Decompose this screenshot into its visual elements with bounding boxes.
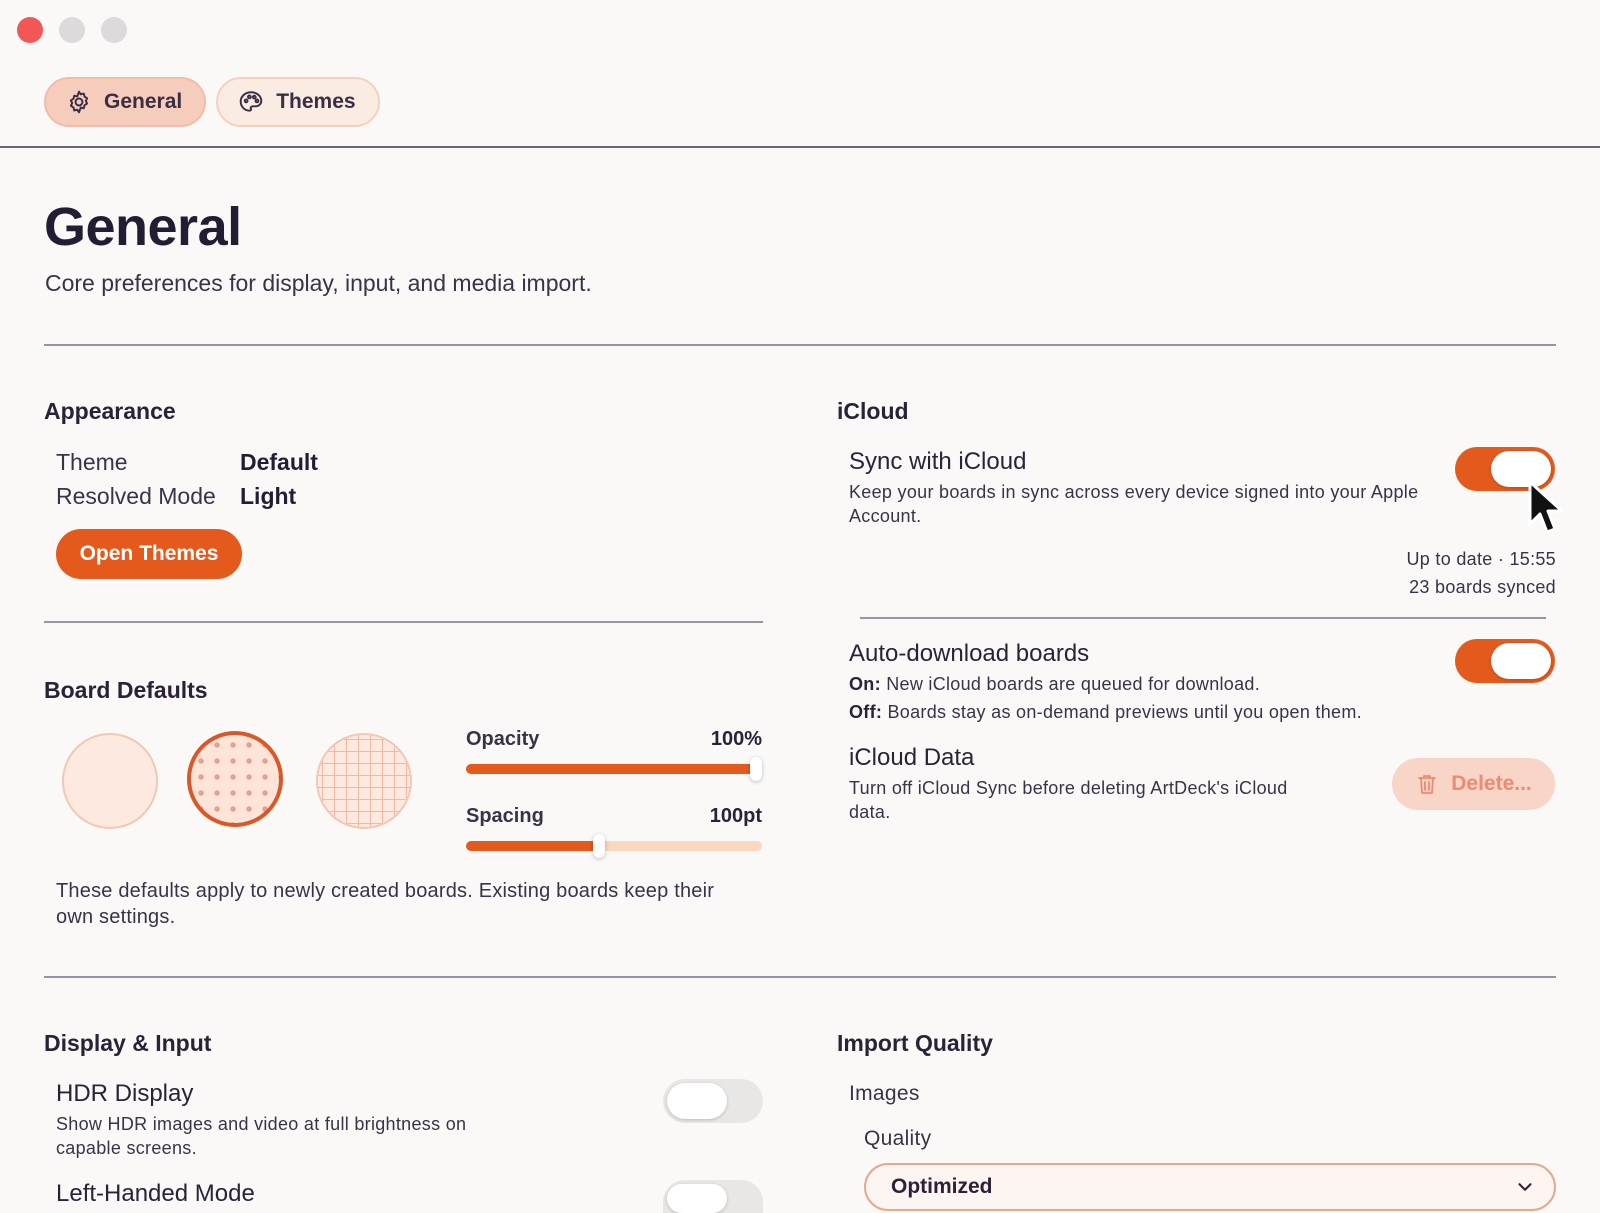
spacing-label: Spacing (466, 805, 544, 827)
theme-label: Theme (56, 449, 128, 475)
page-title: General (44, 197, 242, 257)
pattern-plain-option[interactable] (62, 733, 158, 829)
trash-icon (1418, 775, 1437, 794)
icloud-divider (860, 617, 1546, 619)
hdr-display-description: Show HDR images and video at full bright… (56, 1114, 467, 1158)
auto-download-off-description: Off: Boards stay as on-demand previews u… (849, 700, 1362, 724)
auto-download-title: Auto-download boards (849, 640, 1090, 667)
auto-download-on-description: On: New iCloud boards are queued for dow… (849, 672, 1260, 696)
section-divider (44, 976, 1556, 978)
display-input-section-title: Display & Input (44, 1030, 212, 1056)
open-themes-button[interactable]: Open Themes (56, 529, 242, 579)
hdr-display-toggle[interactable] (663, 1079, 763, 1123)
spacing-slider[interactable] (466, 834, 762, 858)
pattern-dots-option[interactable] (187, 731, 283, 827)
tab-themes[interactable]: Themes (216, 77, 380, 127)
opacity-slider-fill (466, 764, 762, 774)
images-label: Images (849, 1082, 920, 1105)
appearance-section-title: Appearance (44, 398, 176, 424)
board-defaults-section-title: Board Defaults (44, 677, 208, 703)
spacing-value: 100pt (709, 805, 762, 827)
auto-download-on-label: On: (849, 674, 881, 694)
toggle-knob (667, 1083, 727, 1119)
toggle-knob (667, 1184, 727, 1213)
theme-value: Default (240, 449, 318, 475)
delete-label: Delete... (1451, 772, 1532, 795)
opacity-label: Opacity (466, 728, 540, 750)
sync-status: Up to date · 15:55 23 boards synced (1300, 545, 1556, 601)
spacing-slider-thumb[interactable] (593, 834, 605, 858)
auto-download-off-label: Off: (849, 702, 883, 722)
hdr-display-title: HDR Display (56, 1080, 194, 1107)
spacing-slider-fill (466, 841, 599, 851)
chevron-down-icon (1518, 1183, 1532, 1191)
auto-download-on-text: New iCloud boards are queued for downloa… (886, 674, 1261, 694)
opacity-value: 100% (710, 728, 762, 750)
mouse-cursor-icon (1528, 480, 1564, 534)
quality-label: Quality (864, 1127, 932, 1150)
auto-download-off-text: Boards stay as on-demand previews until … (887, 702, 1362, 722)
quality-select[interactable]: Optimized (864, 1163, 1556, 1211)
minimize-window-button[interactable] (59, 17, 85, 43)
auto-download-toggle[interactable] (1455, 639, 1555, 683)
icloud-data-title: iCloud Data (849, 744, 975, 771)
icloud-data-description: Turn off iCloud Sync before deleting Art… (849, 778, 1288, 822)
toggle-knob (1491, 451, 1551, 487)
left-handed-mode-title: Left-Handed Mode (56, 1180, 255, 1207)
sync-icloud-toggle[interactable] (1455, 447, 1555, 491)
close-window-button[interactable] (17, 17, 43, 43)
sync-icloud-title: Sync with iCloud (849, 448, 1027, 475)
left-handed-mode-toggle[interactable] (663, 1180, 763, 1213)
toolbar-divider (0, 146, 1600, 148)
settings-tabbar: General Themes (44, 77, 380, 127)
pattern-grid-option[interactable] (316, 733, 412, 829)
opacity-slider[interactable] (466, 757, 762, 781)
header-divider (44, 344, 1556, 346)
tab-general[interactable]: General (44, 77, 207, 127)
maximize-window-button[interactable] (101, 17, 127, 43)
gear-icon (69, 90, 89, 114)
quality-select-value: Optimized (891, 1175, 993, 1198)
import-quality-section-title: Import Quality (837, 1030, 993, 1056)
board-defaults-note: These defaults apply to newly created bo… (56, 880, 715, 928)
resolved-mode-label: Resolved Mode (56, 483, 216, 509)
window-controls (17, 17, 127, 43)
appearance-divider (44, 621, 763, 623)
page-subtitle: Core preferences for display, input, and… (45, 270, 592, 296)
sync-icloud-description: Keep your boards in sync across every de… (849, 482, 1419, 526)
sync-status-count: 23 boards synced (1409, 577, 1556, 597)
sync-status-time: Up to date · 15:55 (1406, 549, 1556, 569)
palette-icon (239, 91, 263, 112)
delete-icloud-data-button[interactable]: Delete... (1392, 758, 1555, 810)
opacity-slider-thumb[interactable] (750, 757, 762, 781)
tab-themes-label: Themes (276, 90, 356, 113)
resolved-mode-value: Light (240, 483, 297, 509)
tab-general-label: General (104, 90, 183, 113)
icloud-section-title: iCloud (837, 398, 909, 424)
toggle-knob (1491, 643, 1551, 679)
